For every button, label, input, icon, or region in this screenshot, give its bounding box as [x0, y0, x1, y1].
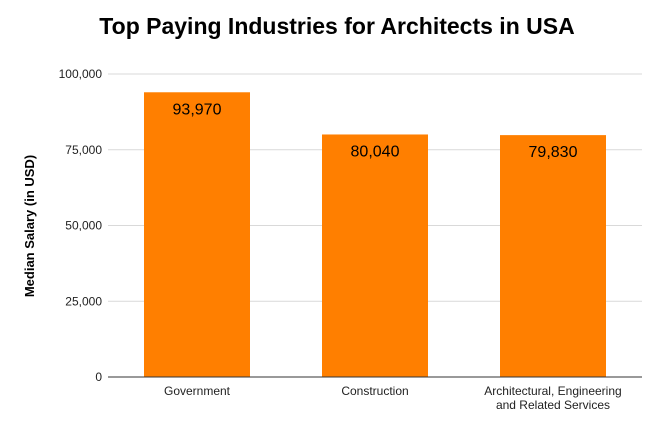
y-tick-label: 25,000: [65, 294, 102, 308]
bars: [144, 92, 606, 377]
x-tick-label: Construction: [341, 384, 408, 398]
data-label: 79,830: [529, 144, 578, 161]
y-tick-label: 75,000: [65, 143, 102, 157]
data-label: 93,970: [173, 101, 222, 118]
y-axis-label: Median Salary (in USD): [22, 155, 37, 297]
x-tick-label: Government: [164, 384, 231, 398]
chart-title: Top Paying Industries for Architects in …: [99, 13, 574, 39]
data-labels: 93,970 80,040 79,830: [173, 101, 578, 161]
y-tick-label: 100,000: [59, 67, 103, 81]
bar: [500, 135, 606, 377]
x-tick-label: Architectural, Engineering: [484, 384, 621, 398]
bar: [144, 92, 250, 377]
y-tick-label: 50,000: [65, 219, 102, 233]
x-tick-label: and Related Services: [496, 398, 610, 412]
bar: [322, 134, 428, 377]
data-label: 80,040: [351, 143, 400, 160]
y-axis-ticks: 0 25,000 50,000 75,000 100,000: [59, 67, 103, 384]
y-tick-label: 0: [95, 370, 102, 384]
x-axis-ticks: Government Construction Architectural, Eng…: [164, 384, 622, 412]
